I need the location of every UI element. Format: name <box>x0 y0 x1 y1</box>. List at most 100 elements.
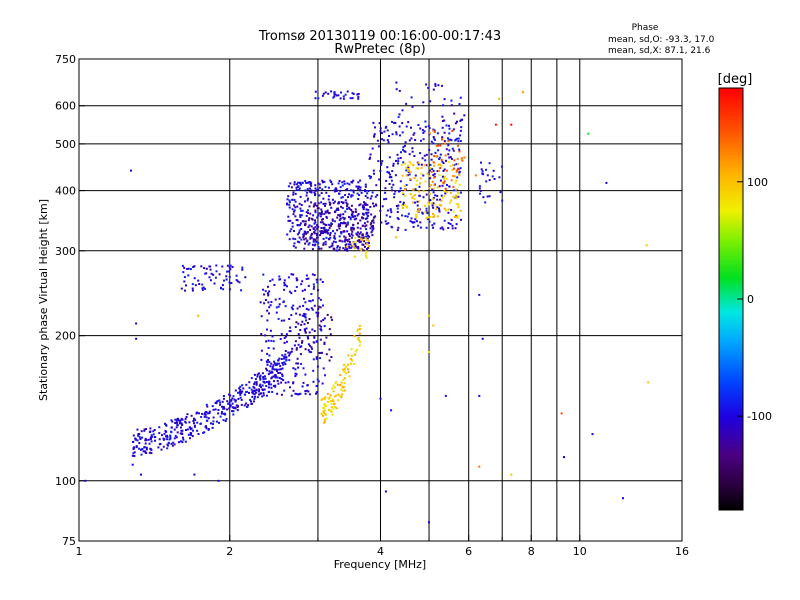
x-tick-label: 4 <box>377 545 384 558</box>
data-point <box>342 369 344 371</box>
data-point <box>457 140 459 142</box>
data-point <box>412 106 414 108</box>
data-point <box>346 239 348 241</box>
data-point <box>522 91 524 93</box>
data-point <box>192 435 194 437</box>
data-point <box>214 283 216 285</box>
data-point <box>387 210 389 212</box>
data-point <box>352 195 354 197</box>
data-point <box>263 394 265 396</box>
data-point <box>289 230 291 232</box>
data-point <box>363 213 365 215</box>
data-point <box>450 199 452 201</box>
data-point <box>366 257 368 259</box>
data-point <box>366 232 368 234</box>
data-point <box>298 344 300 346</box>
data-point <box>134 451 136 453</box>
data-point <box>411 96 413 98</box>
data-point <box>416 180 418 182</box>
data-point <box>412 201 414 203</box>
data-point <box>402 175 404 177</box>
data-point <box>489 195 491 197</box>
data-point <box>330 225 332 227</box>
data-point <box>348 193 350 195</box>
data-point <box>189 437 191 439</box>
data-point <box>367 197 369 199</box>
data-point <box>310 351 312 353</box>
data-point <box>417 205 419 207</box>
data-point <box>444 132 446 134</box>
data-point <box>272 279 274 281</box>
data-point <box>413 155 415 157</box>
data-point <box>393 193 395 195</box>
data-point <box>354 247 356 249</box>
data-point <box>431 203 433 205</box>
data-point <box>210 422 212 424</box>
data-point <box>452 148 454 150</box>
data-point <box>363 206 365 208</box>
data-point <box>361 216 363 218</box>
data-point <box>192 430 194 432</box>
data-point <box>306 211 308 213</box>
data-point <box>378 179 380 181</box>
data-point <box>414 194 416 196</box>
data-point <box>340 206 342 208</box>
data-point <box>288 204 290 206</box>
data-point <box>313 288 315 290</box>
data-point <box>339 190 341 192</box>
data-point <box>294 215 296 217</box>
data-point <box>409 174 411 176</box>
data-point <box>422 132 424 134</box>
data-point <box>200 423 202 425</box>
data-point <box>369 206 371 208</box>
data-point <box>352 242 354 244</box>
data-point <box>286 234 288 236</box>
data-point <box>338 193 340 195</box>
data-point <box>141 437 143 439</box>
data-point <box>379 210 381 212</box>
data-point <box>320 329 322 331</box>
data-point <box>334 396 336 398</box>
data-point <box>354 215 356 217</box>
data-point <box>357 222 359 224</box>
data-point <box>420 140 422 142</box>
data-point <box>353 335 355 337</box>
data-point <box>401 122 403 124</box>
data-point <box>315 393 317 395</box>
data-point <box>482 338 484 340</box>
data-point <box>230 265 232 267</box>
data-point <box>220 287 222 289</box>
data-point <box>320 227 322 229</box>
data-point <box>293 183 295 185</box>
data-point <box>380 130 382 132</box>
data-point <box>226 279 228 281</box>
data-point <box>430 184 432 186</box>
data-point <box>359 333 361 335</box>
data-point <box>292 238 294 240</box>
data-point <box>372 122 374 124</box>
data-point <box>453 150 455 152</box>
data-point <box>405 229 407 231</box>
data-point <box>318 248 320 250</box>
data-point <box>310 201 312 203</box>
data-point <box>452 196 454 198</box>
data-point <box>334 387 336 389</box>
data-point <box>295 340 297 342</box>
data-point <box>398 218 400 220</box>
data-point <box>293 204 295 206</box>
data-point <box>339 215 341 217</box>
data-point <box>314 210 316 212</box>
data-point <box>257 396 259 398</box>
data-point <box>360 238 362 240</box>
data-point <box>330 90 332 92</box>
data-point <box>326 418 328 420</box>
data-point <box>437 84 439 86</box>
data-point <box>445 188 447 190</box>
data-point <box>151 440 153 442</box>
data-point <box>314 204 316 206</box>
data-point <box>340 222 342 224</box>
data-point <box>235 390 237 392</box>
data-point <box>286 341 288 343</box>
data-point <box>267 301 269 303</box>
data-point <box>399 113 401 115</box>
